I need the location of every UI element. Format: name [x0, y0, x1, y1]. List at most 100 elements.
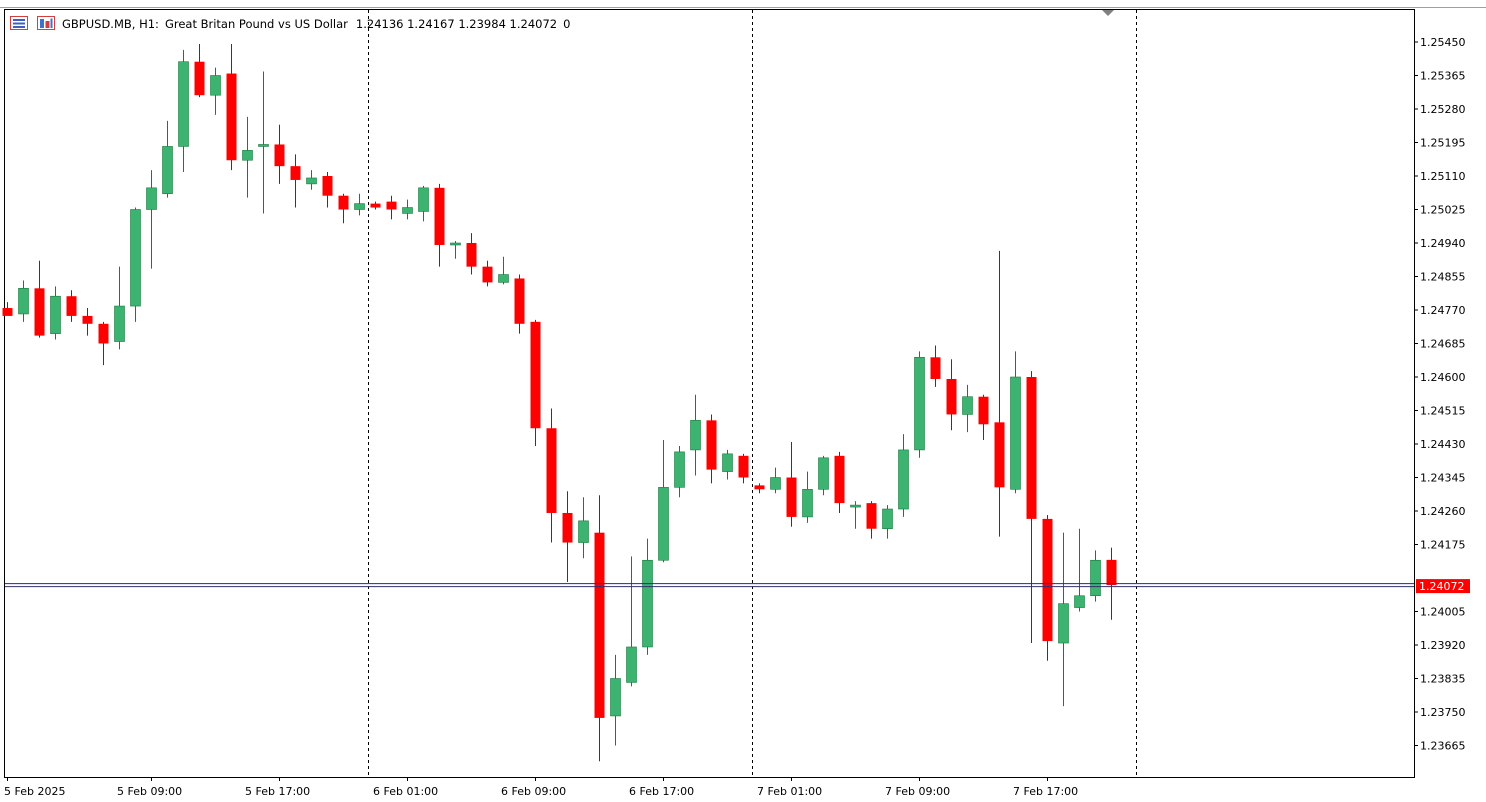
bear-candle [562, 491, 573, 582]
bull-candle [402, 199, 413, 220]
candle-body [578, 520, 589, 543]
bear-candle [1042, 514, 1053, 661]
candle-body [594, 532, 605, 718]
candle-body [1090, 559, 1101, 597]
bear-candle [82, 308, 93, 336]
bull-candle [450, 241, 461, 259]
candle-body [130, 209, 141, 307]
chart-header: GBPUSD.MB, H1: Great Britan Pound vs US D… [10, 16, 570, 31]
ohlc-values: 1.24136 1.24167 1.23984 1.24072 [356, 17, 557, 31]
bear-candle [930, 345, 941, 387]
candle-body [866, 503, 877, 529]
chart-list-icon[interactable] [10, 16, 28, 30]
bear-candle [434, 183, 445, 267]
candle-body [930, 357, 941, 379]
candle-body [674, 451, 685, 488]
candle-body [978, 396, 989, 425]
bull-candle [258, 71, 269, 214]
bull-candle [354, 193, 365, 216]
candle-body [882, 508, 893, 530]
current-price-tag: 1.24072 [1416, 579, 1470, 594]
price-tick-label: 1.24430 [1420, 438, 1466, 451]
time-axis[interactable]: 5 Feb 2025 5 Feb 09:00 5 Feb 17:00 6 Feb 01… [4, 777, 1078, 798]
bull-candle [882, 505, 893, 539]
timeframe-label: H1: [139, 17, 159, 31]
time-tick-label: 5 Feb 09:00 [117, 785, 182, 798]
time-tick-label: 7 Feb 17:00 [1013, 785, 1078, 798]
candle-body [1106, 559, 1117, 586]
candle-body [962, 396, 973, 415]
price-tick-label: 1.25450 [1420, 36, 1466, 49]
bull-candle [802, 471, 813, 523]
price-axis[interactable]: 1.25450 1.25365 1.25280 1.25195 1.25110 1.250… [1414, 36, 1466, 753]
chart-grid-icon[interactable] [37, 16, 55, 30]
time-tick-label: 6 Feb 17:00 [629, 785, 694, 798]
bull-candle [1090, 550, 1101, 602]
candle-body [50, 295, 61, 334]
bear-candle [322, 172, 333, 208]
bull-candle [610, 654, 621, 746]
bear-candle [290, 154, 301, 208]
candle-body [322, 176, 333, 196]
price-tick-label: 1.23750 [1420, 706, 1466, 719]
symbol-description: Great Britan Pound vs US Dollar [165, 17, 348, 31]
current-price-value: 1.24072 [1419, 580, 1465, 593]
candle-body [274, 144, 285, 167]
price-tick-label: 1.25025 [1420, 204, 1466, 217]
time-tick-label: 6 Feb 09:00 [501, 785, 566, 798]
bull-candle [642, 538, 653, 655]
candle-body [834, 455, 845, 504]
bull-candle [850, 501, 861, 529]
candle-body [226, 73, 237, 161]
price-tick-label: 1.24515 [1420, 405, 1466, 418]
candle-body [1042, 518, 1053, 642]
bull-candle [242, 116, 253, 198]
candle-body [754, 485, 765, 490]
bull-candle [818, 455, 829, 496]
candle-body [370, 203, 381, 208]
candle-body [690, 420, 701, 451]
bear-candle [866, 501, 877, 539]
candle-body [1026, 377, 1037, 519]
price-tick-label: 1.24940 [1420, 237, 1466, 250]
bear-candle [66, 290, 77, 322]
bear-candle [706, 414, 717, 484]
candle-body [642, 559, 653, 648]
bull-candle [18, 280, 29, 322]
bull-candle [674, 445, 685, 498]
candle-body [98, 323, 109, 344]
time-tick-label: 7 Feb 01:00 [757, 785, 822, 798]
candle-body [194, 61, 205, 96]
bull-candle [178, 49, 189, 173]
price-tick-label: 1.24175 [1420, 539, 1466, 552]
current-price-line [5, 583, 1414, 588]
price-tick-label: 1.23920 [1420, 639, 1466, 652]
bear-candle [98, 321, 109, 366]
bear-candle [338, 193, 349, 224]
candle-body [354, 203, 365, 210]
candle-body [706, 420, 717, 470]
candle-body [2, 308, 13, 316]
candle-body [178, 61, 189, 147]
candle-body [530, 321, 541, 429]
candle-body [242, 150, 253, 161]
candle-body [114, 305, 125, 342]
candle-body [306, 177, 317, 185]
candle-body [722, 453, 733, 472]
price-tick-label: 1.25280 [1420, 103, 1466, 116]
bear-candle [466, 233, 477, 275]
bull-candle [498, 256, 509, 285]
bear-candle [226, 43, 237, 171]
bear-candle [194, 43, 205, 98]
candle-body [658, 487, 669, 561]
bear-candle [386, 195, 397, 220]
price-tick-label: 1.24260 [1420, 505, 1466, 518]
scroll-position-marker[interactable] [1102, 10, 1114, 16]
candle-body [850, 504, 861, 508]
candle-body [434, 187, 445, 245]
candle-body [626, 646, 637, 683]
bull-candle [690, 394, 701, 476]
candle-body [290, 166, 301, 180]
